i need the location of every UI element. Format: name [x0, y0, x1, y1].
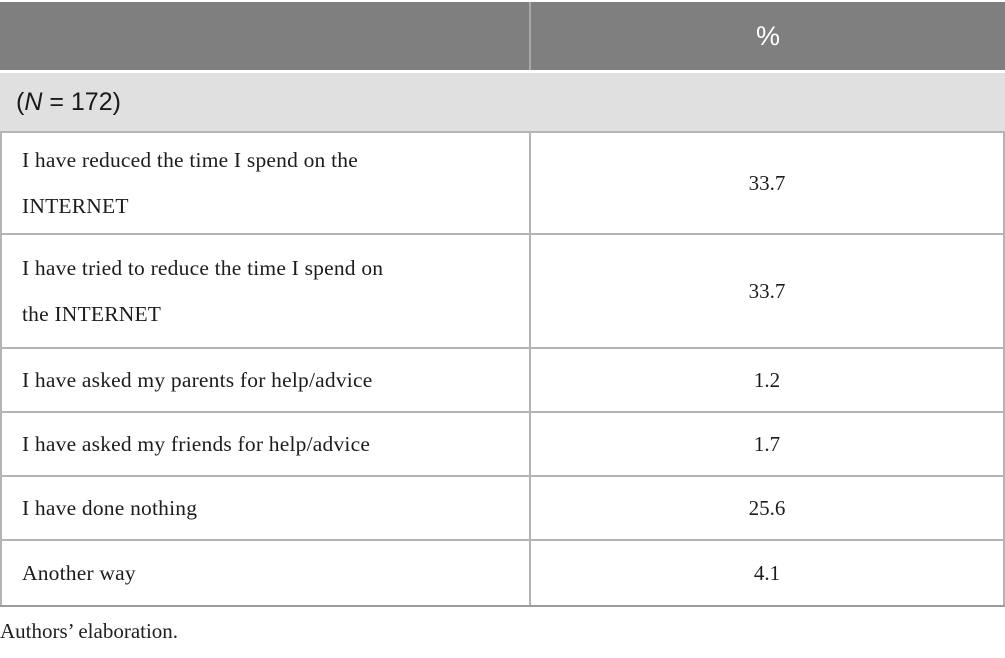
table-row: I have done nothing 25.6 — [0, 477, 1005, 541]
row-value: 4.1 — [529, 541, 1003, 605]
sample-size-value: = 172) — [42, 87, 121, 116]
row-label: Another way — [22, 561, 136, 585]
row-value: 1.7 — [529, 413, 1003, 475]
table-row: I have reduced the time I spend on the I… — [0, 133, 1005, 235]
sample-size-label: (N = 172) — [16, 88, 121, 117]
table-header-row: % — [0, 2, 1005, 70]
table-body: I have reduced the time I spend on the I… — [0, 131, 1005, 607]
row-value: 1.2 — [529, 349, 1003, 411]
row-value: 25.6 — [529, 477, 1003, 539]
header-gap — [0, 70, 1005, 73]
row-label: I have done nothing — [22, 496, 198, 520]
header-cell-percent: % — [529, 2, 1005, 70]
percent-column-label: % — [755, 20, 780, 51]
row-value: 33.7 — [529, 133, 1003, 233]
table-row: Another way 4.1 — [0, 541, 1005, 605]
table-row: I have tried to reduce the time I spend … — [0, 235, 1005, 349]
table-row: I have asked my friends for help/advice … — [0, 413, 1005, 477]
footnote: Authors’ elaboration. — [0, 619, 179, 643]
row-label: I have tried to reduce the time I spend … — [22, 256, 384, 326]
row-label: I have asked my friends for help/advice — [22, 432, 371, 456]
n-symbol: N — [24, 87, 43, 116]
header-cell-empty — [0, 2, 529, 70]
paren-open: ( — [16, 87, 25, 116]
sample-size-row: (N = 172) — [0, 73, 1005, 131]
table-row: I have asked my parents for help/advice … — [0, 349, 1005, 413]
row-value: 33.7 — [529, 235, 1003, 347]
row-label: I have reduced the time I spend on the I… — [22, 148, 358, 218]
row-label: I have asked my parents for help/advice — [22, 368, 373, 392]
